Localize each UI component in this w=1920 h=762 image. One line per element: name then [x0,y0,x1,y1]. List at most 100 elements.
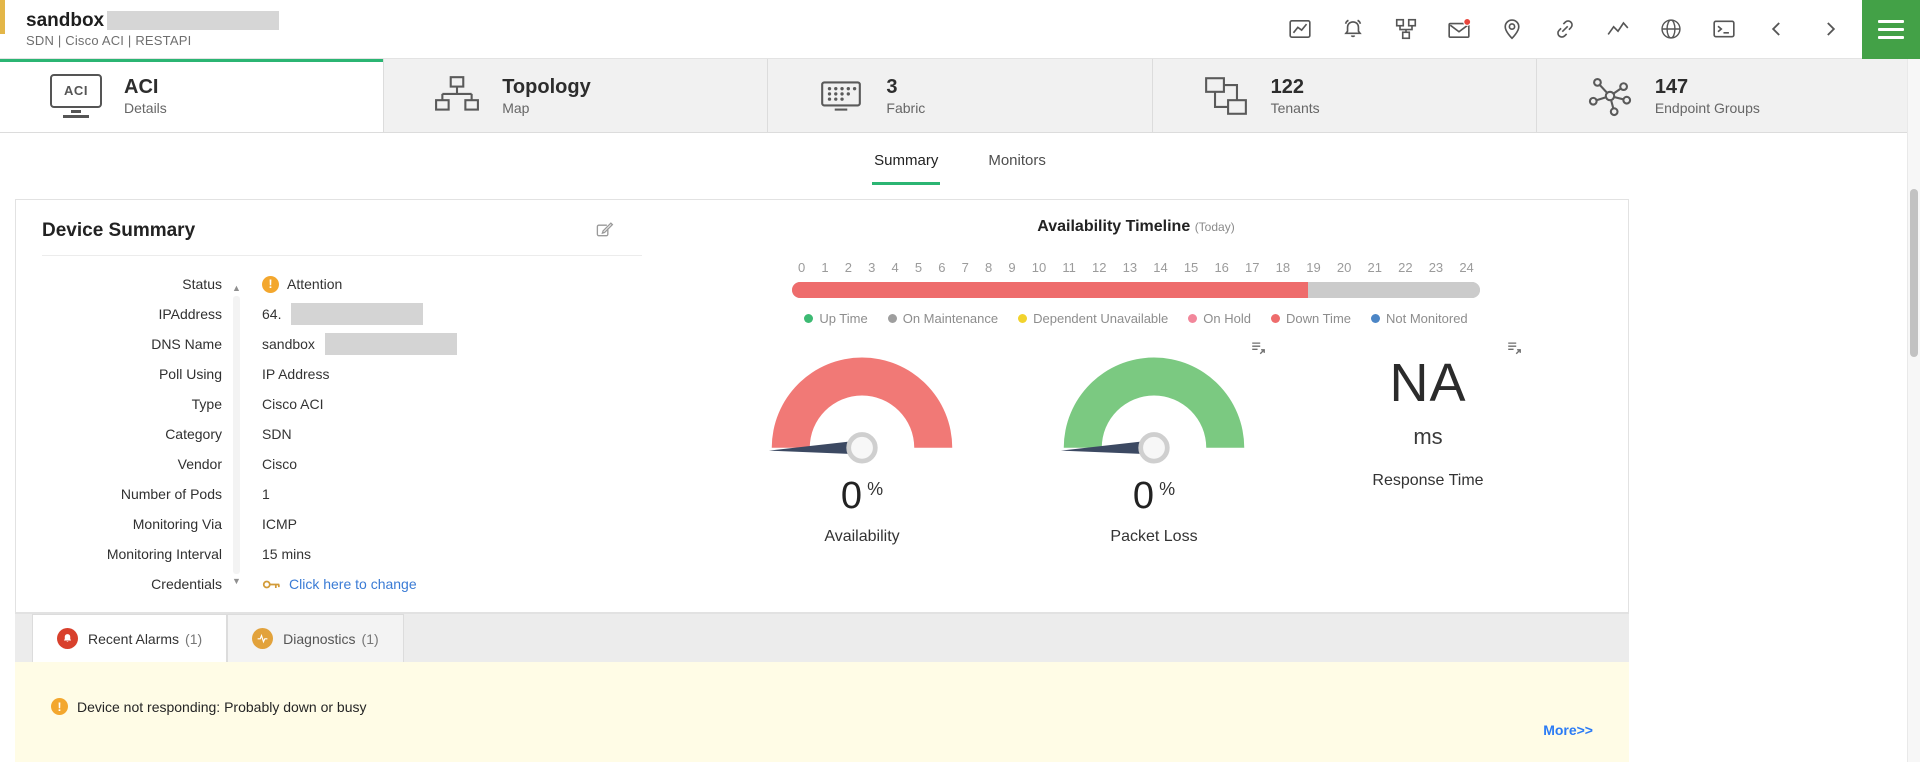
alarm-badge-icon [57,628,78,649]
gauge-label: Response Time [1372,472,1484,489]
topology-icon [434,73,480,119]
redacted-text [324,333,457,355]
availability-timeline-bar[interactable] [792,282,1480,298]
field-row-pollusing: Poll Using IP Address [158,366,330,382]
app-header: sandbox SDN | Cisco ACI | RESTAPI [0,0,1920,59]
alarm-message: Device not responding: Probably down or … [77,698,367,715]
device-summary-fields: Status ! Attention IPAddress 64. DNS Nam… [42,269,644,599]
gauge-needle [768,440,864,455]
nav-card-aci-details[interactable]: ACI ACI Details [0,59,385,132]
nav-card-tenants[interactable]: 122 Tenants [1152,59,1537,132]
availability-period: (Today) [1194,220,1235,234]
gauge-arc [1063,357,1245,448]
tab-diagnostics[interactable]: Diagnostics (1) [227,614,404,662]
mail-icon[interactable] [1447,17,1471,41]
trend-line-icon[interactable] [1606,17,1630,41]
timeline-down-segment [792,282,1308,298]
response-time-unit: ms [1413,424,1443,449]
response-time-value: NA [1389,353,1467,413]
nav-card-fabric[interactable]: 3 Fabric [768,59,1153,132]
summary-monitors-tabs: Summary Monitors [0,133,1920,185]
alarm-bell-icon[interactable] [1341,17,1365,41]
timeline-ticks: 0 1 2 3 4 5 6 7 8 9 10 11 12 13 14 15 16 17 18 19 20 21 22 23 24 [798,260,1474,275]
scrollbar-thumb[interactable] [1910,189,1918,357]
gauges-row: 0% Availability 0% Packet Loss [644,342,1628,546]
legend-item: Down Time [1270,311,1351,326]
gauge-needle [1060,440,1156,455]
scroll-up-icon[interactable]: ▲ [232,283,241,293]
tab-summary[interactable]: Summary [872,149,941,185]
endpoint-groups-icon [1587,73,1633,119]
chevron-left-icon[interactable] [1765,17,1789,41]
gauge-unit: % [867,479,884,499]
card-subtitle: Tenants [1270,100,1320,116]
performance-chart-icon[interactable] [1288,17,1312,41]
legend-dot [887,314,897,323]
location-pin-icon[interactable] [1500,17,1524,41]
device-summary-section: Device Summary Status ! Attention IPAddr… [16,200,644,612]
scroll-down-icon[interactable]: ▼ [232,576,241,586]
card-subtitle: Details [124,100,167,116]
device-summary-title: Device Summary [42,220,196,241]
dns-value: sandbox [262,336,315,352]
field-row-vendor: Vendor Cisco [177,456,298,472]
nav-card-topology-map[interactable]: Topology Map [384,59,769,132]
tab-label: Diagnostics [283,630,356,647]
device-subtitle: SDN | Cisco ACI | RESTAPI [26,32,192,48]
edit-pencil-icon[interactable] [595,220,614,239]
aci-monitor-icon: ACI [50,73,102,118]
export-icon[interactable] [1250,340,1266,356]
field-row-status: Status ! Attention [182,275,343,293]
legend-item: Not Monitored [1371,311,1468,326]
legend-dot [1188,314,1198,323]
legend-item: Dependent Unavailable [1018,311,1168,326]
field-row-pods: Number of Pods 1 [120,486,270,502]
legend-item: On Maintenance [887,311,998,326]
tab-monitors[interactable]: Monitors [988,152,1046,169]
network-sitemap-icon[interactable] [1394,17,1418,41]
nav-cards-row: ACI ACI Details Topology Map [0,59,1920,133]
chevron-right-icon[interactable] [1818,17,1842,41]
field-row-ipaddress: IPAddress 64. [42,299,644,329]
nav-card-endpoint-groups[interactable]: 147 Endpoint Groups [1536,59,1920,132]
tenants-icon [1203,73,1249,119]
tab-recent-alarms[interactable]: Recent Alarms (1) [32,614,228,662]
alarms-tabs-row: Recent Alarms (1) Diagnostics (1) [15,613,1629,662]
device-title: sandbox [26,9,105,31]
recent-alarms-panel: ! Device not responding: Probably down o… [15,662,1629,762]
legend-item: On Hold [1188,311,1251,326]
globe-icon[interactable] [1659,17,1683,41]
card-value: 147 [1654,76,1689,98]
fields-scrollbar: ▲ ▼ [230,284,243,586]
hamburger-menu-button[interactable] [1862,0,1920,59]
field-row-monitoring-via: Monitoring Via ICMP [132,516,297,532]
field-row-credentials: Credentials Click here to change [151,576,417,592]
card-title: Topology [502,76,591,98]
credentials-change-link[interactable]: Click here to change [289,576,417,592]
fabric-icon [818,73,864,119]
card-title: ACI [124,76,159,98]
availability-gauge: 0% Availability [744,348,980,546]
field-row-type: Type Cisco ACI [191,396,324,412]
more-link[interactable]: More>> [1543,722,1593,738]
legend-dot [1270,314,1280,323]
card-value: 3 [886,76,898,98]
tab-label: Recent Alarms [88,630,180,647]
gauge-value: 0 [840,475,863,517]
link-icon[interactable] [1553,17,1577,41]
diagnostics-badge-icon [252,628,274,649]
header-accent-strip [0,0,5,34]
redacted-text [291,303,424,325]
timeline-legend: Up Time On Maintenance Dependent Unavail… [644,311,1628,326]
redacted-text [107,10,280,30]
tab-count: (1) [185,630,203,647]
field-row-monitoring-interval: Monitoring Interval 15 mins [106,546,312,562]
divider [42,255,642,256]
availability-title: Availability Timeline (Today) [1037,218,1235,235]
scroll-track[interactable] [233,296,240,574]
terminal-icon[interactable] [1712,17,1736,41]
warning-icon: ! [262,275,279,293]
export-icon[interactable] [1506,340,1522,356]
page-scrollbar [1907,59,1920,762]
